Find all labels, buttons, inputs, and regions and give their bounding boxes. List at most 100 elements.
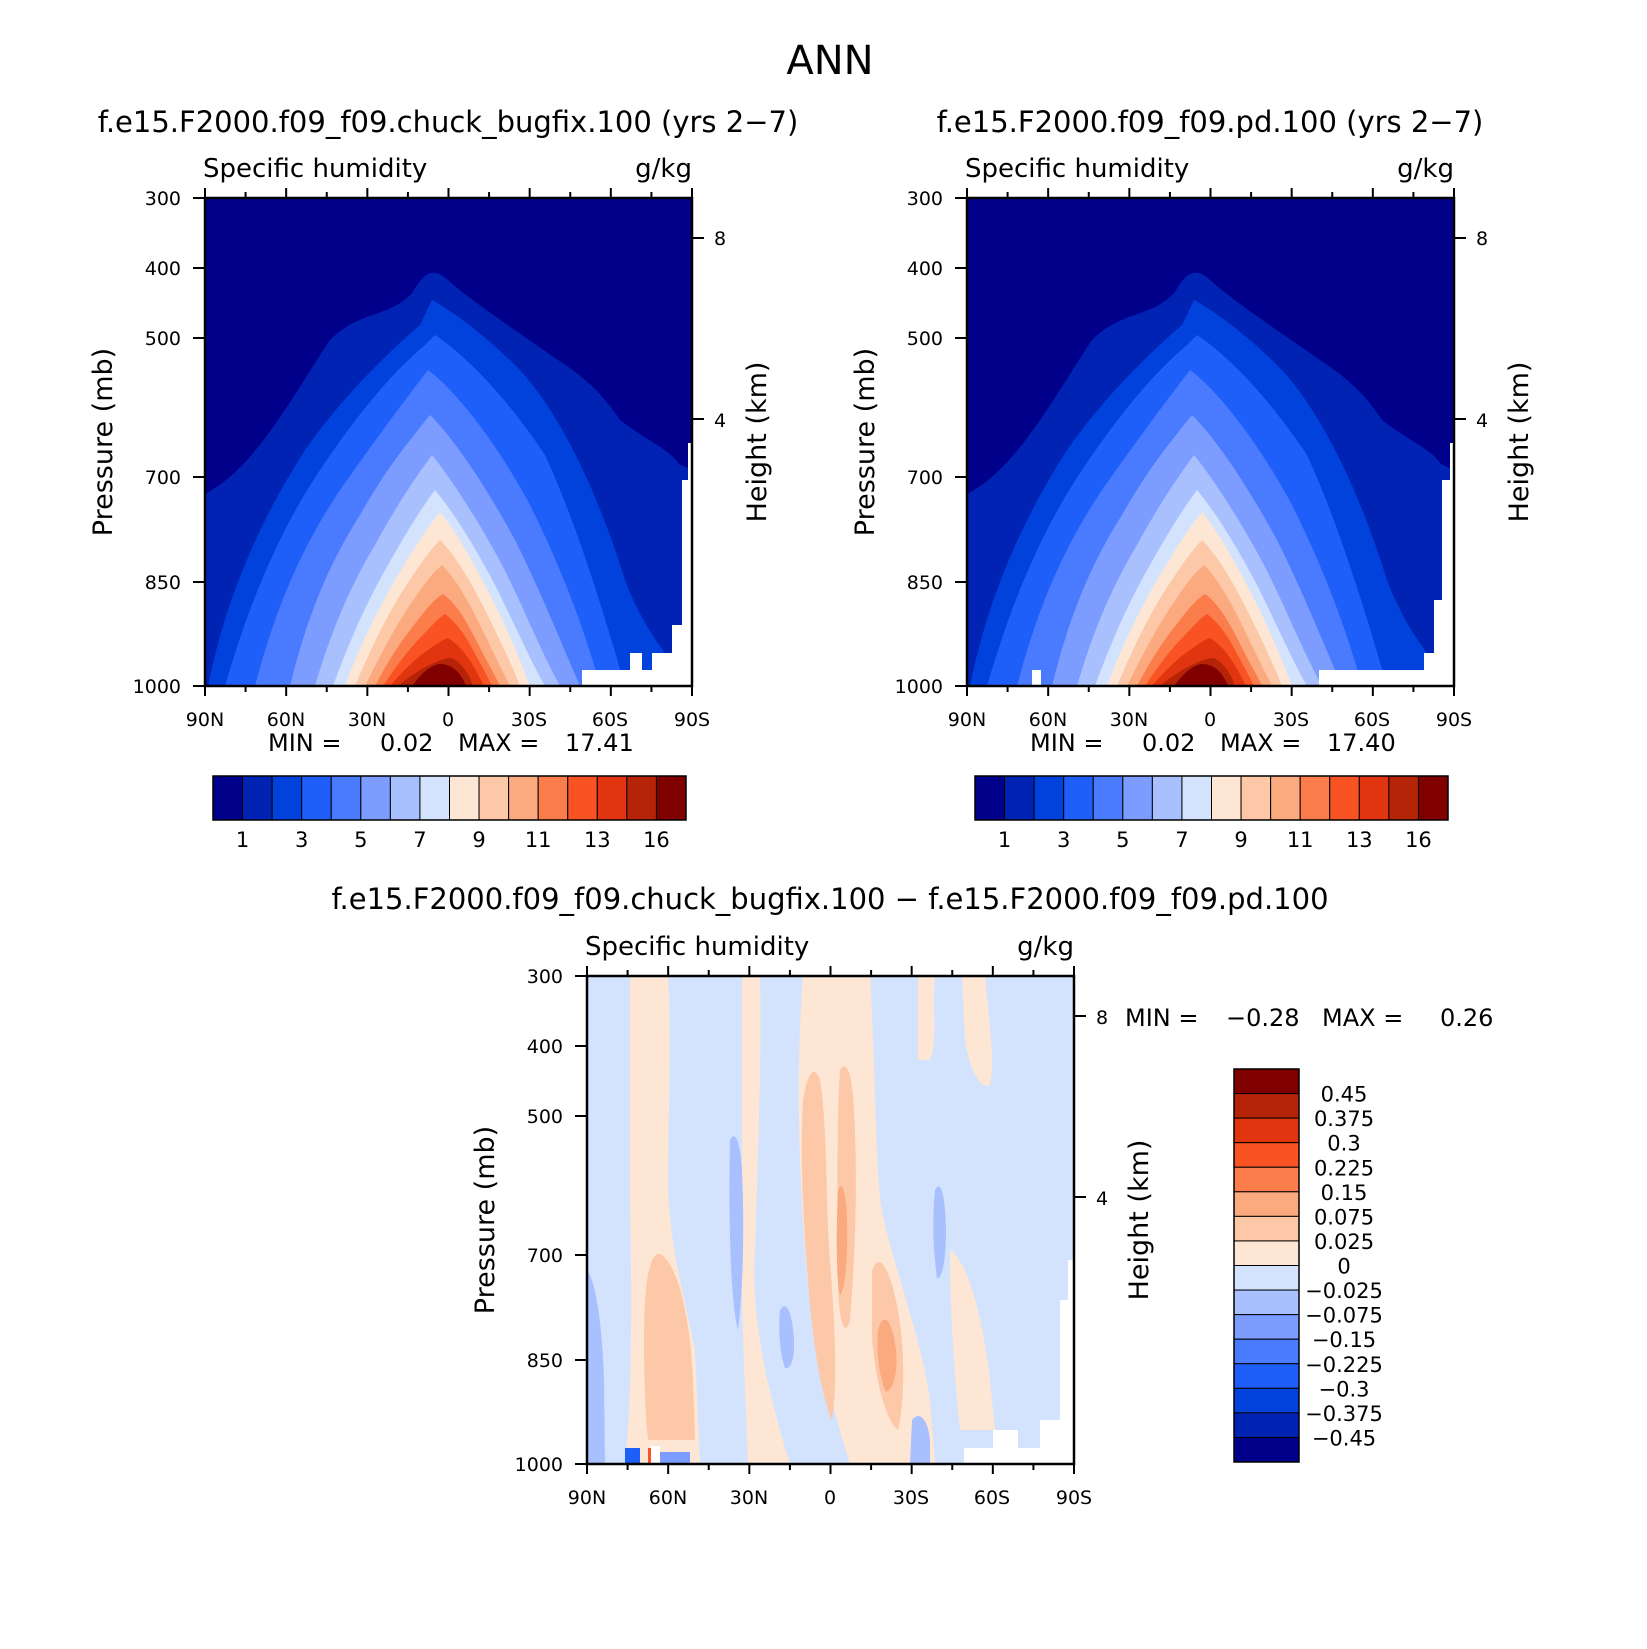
- colorbar-swatch: [1211, 775, 1242, 821]
- diff-level-negative: [910, 1416, 930, 1464]
- right-tick-label: 4: [714, 410, 726, 432]
- panel-1-max-value: 17.41: [565, 729, 634, 757]
- y-tick-label: 700: [527, 1245, 563, 1267]
- colorbar-swatch: [1233, 1166, 1300, 1193]
- panel-2-max-value: 17.40: [1327, 729, 1396, 757]
- colorbar-swatch: [330, 775, 362, 821]
- y-tick-label: 500: [527, 1106, 563, 1128]
- field-level-16: [1174, 664, 1228, 686]
- panel-1-min-label: MIN =: [268, 729, 341, 757]
- diff-level-positive: [962, 976, 993, 1086]
- diff-level-positive: [741, 976, 790, 1464]
- colorbar-label: 13: [1346, 828, 1373, 852]
- panel-2-min-value: 0.02: [1142, 729, 1195, 757]
- panel-1-y-tick-labels: 300 400 500 700 850 1000: [133, 188, 181, 698]
- colorbar-swatch: [1033, 775, 1065, 821]
- panel-3-x-tick-labels: 90N 60N 30N 0 30S 60S 90S: [568, 1487, 1092, 1509]
- diff-level-positive: [801, 1071, 836, 1420]
- panel-3-y-tick-labels: 300 400 500 700 850 1000: [515, 966, 563, 1476]
- colorbar-frame: [212, 775, 687, 821]
- x-tick-label: 0: [442, 709, 454, 731]
- colorbar-swatch: [1233, 1338, 1300, 1365]
- colorbar-label: 3: [1057, 828, 1070, 852]
- y-tick-label: 500: [907, 328, 943, 350]
- x-tick-label: 30N: [1110, 709, 1148, 731]
- y-tick-label: 300: [907, 188, 943, 210]
- colorbar-label: 0.45: [1321, 1083, 1368, 1107]
- colorbar-label: 0: [1337, 1255, 1350, 1279]
- colorbar-label: 11: [1287, 828, 1314, 852]
- panel-1-max-label: MAX =: [458, 729, 539, 757]
- colorbar-swatch: [419, 775, 450, 821]
- colorbar-swatch: [478, 775, 510, 821]
- colorbar-swatch: [212, 775, 244, 821]
- colorbar-label: 9: [472, 828, 485, 852]
- colorbar-swatch: [1092, 775, 1124, 821]
- panel-3-title: f.e15.F2000.f09_f09.chuck_bugfix.100 − f…: [331, 882, 1328, 916]
- y-tick-label: 400: [145, 258, 181, 280]
- colorbar-label: 0.075: [1314, 1205, 1374, 1229]
- colorbar-swatch: [655, 775, 687, 821]
- y-tick-label: 300: [527, 966, 563, 988]
- right-tick-label: 8: [1476, 228, 1488, 250]
- panel-3: f.e15.F2000.f09_f09.chuck_bugfix.100 − f…: [331, 882, 1493, 1509]
- colorbar-label: 7: [413, 828, 426, 852]
- panel-1-ticks: [193, 188, 704, 696]
- panel-3-ticks: [575, 966, 1086, 1474]
- x-tick-label: 90S: [1436, 709, 1472, 731]
- colorbar-swatch: [1233, 1191, 1300, 1217]
- x-tick-label: 90S: [674, 709, 710, 731]
- x-tick-label: 60S: [1354, 709, 1390, 731]
- diff-level-negative: [779, 1306, 795, 1369]
- colorbar-swatch: [1233, 1240, 1300, 1266]
- x-tick-label: 30N: [730, 1487, 768, 1509]
- colorbar-label: 0.375: [1314, 1107, 1374, 1131]
- x-tick-label: 90N: [948, 709, 986, 731]
- y-tick-label: 300: [145, 188, 181, 210]
- diff-level-negative: [587, 1270, 605, 1464]
- x-tick-label: 90N: [568, 1487, 606, 1509]
- colorbar-label: −0.025: [1305, 1279, 1383, 1303]
- colorbar-swatch: [1181, 775, 1212, 821]
- x-tick-label: 30S: [511, 709, 547, 731]
- diff-level-negative: [625, 1448, 640, 1464]
- panel-3-axes: 90N 60N 30N 0 30S 60S 90S 300 400 500 70…: [470, 966, 1493, 1509]
- colorbar-swatch: [1233, 1412, 1300, 1438]
- panel-2-axes: 90N 60N 30N 0 30S 60S 90S 300 400 500 70…: [850, 188, 1535, 757]
- panel-2-ylabel: Pressure (mb): [850, 348, 881, 536]
- y-tick-label: 1000: [133, 676, 181, 698]
- colorbar-swatch: [1122, 775, 1153, 821]
- right-tick-label: 8: [1096, 1007, 1108, 1029]
- panel-1-variable: Specific humidity: [203, 154, 427, 184]
- panel-2-variable: Specific humidity: [965, 154, 1189, 184]
- colorbar-label: 0.025: [1314, 1230, 1374, 1254]
- colorbar-label: 16: [1405, 828, 1432, 852]
- colorbar-label: 5: [354, 828, 367, 852]
- colorbar-swatch: [1233, 1142, 1300, 1168]
- x-tick-label: 60S: [974, 1487, 1010, 1509]
- colorbar-label: 1: [236, 828, 249, 852]
- x-tick-label: 0: [1204, 709, 1216, 731]
- x-tick-label: 60N: [1029, 709, 1067, 731]
- panel-2-colorbar: 1 3 5 7 9 11 13 16: [974, 775, 1449, 852]
- panel-3-min-label: MIN =: [1125, 1004, 1198, 1032]
- panel-3-field: [587, 976, 1074, 1464]
- colorbar-swatch: [1417, 775, 1449, 821]
- panel-1-min-value: 0.02: [380, 729, 433, 757]
- right-tick-label: 4: [1476, 410, 1488, 432]
- x-tick-label: 30N: [348, 709, 386, 731]
- panel-3-units: g/kg: [1017, 932, 1074, 962]
- panel-2: f.e15.F2000.f09_f09.pd.100 (yrs 2−7) Spe…: [850, 105, 1535, 852]
- panel-1-axes: 90N 60N 30N 0 30S 60S 90S 300 400 500 70…: [88, 188, 773, 757]
- diff-level-negative: [660, 1452, 690, 1464]
- panel-3-max-value: 0.26: [1440, 1004, 1493, 1032]
- x-tick-label: 60N: [649, 1487, 687, 1509]
- panel-1-units: g/kg: [635, 154, 692, 184]
- colorbar-swatch: [974, 775, 1006, 821]
- right-tick-label: 4: [1096, 1188, 1108, 1210]
- right-tick-label: 8: [714, 228, 726, 250]
- panel-1-title: f.e15.F2000.f09_f09.chuck_bugfix.100 (yr…: [98, 105, 799, 139]
- y-tick-label: 700: [907, 467, 943, 489]
- colorbar-label: 13: [584, 828, 611, 852]
- colorbar-swatch: [1388, 775, 1419, 821]
